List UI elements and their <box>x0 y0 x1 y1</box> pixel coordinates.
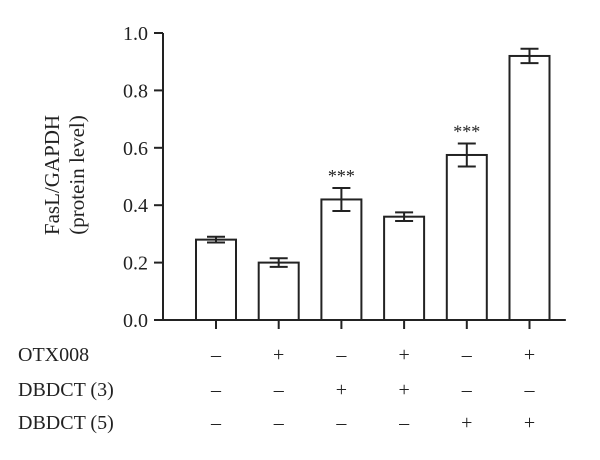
condition-value: – <box>273 379 285 401</box>
y-tick-label: 0.2 <box>123 253 148 275</box>
condition-value: + <box>461 412 472 434</box>
y-tick-label: 0.0 <box>123 310 148 332</box>
condition-value: – <box>335 412 347 434</box>
condition-value: – <box>461 379 473 401</box>
y-tick-label: 0.8 <box>123 80 148 102</box>
y-tick-label: 0.4 <box>123 195 148 217</box>
condition-label: DBDCT (3) <box>18 379 114 401</box>
y-axis-title: FasL/GAPDH <box>40 115 64 235</box>
bar <box>195 238 237 321</box>
condition-table: OTX008 – + – + – + DBDCT (3) – – + + – – DBDCT (5) – – – –… <box>18 344 536 434</box>
bar <box>257 261 300 322</box>
bar <box>320 198 363 322</box>
condition-value: – <box>210 379 222 401</box>
y-axis: 0.0 0.2 0.4 0.6 0.8 1.0 <box>123 23 566 332</box>
bar <box>508 54 551 322</box>
condition-value: – <box>398 412 410 434</box>
condition-label: DBDCT (5) <box>18 412 114 434</box>
bars: *** *** <box>195 47 551 329</box>
y-axis-subtitle: (protein level) <box>65 115 89 235</box>
condition-label: OTX008 <box>18 344 89 366</box>
condition-value: + <box>273 344 284 366</box>
bar <box>383 215 426 321</box>
condition-value: – <box>461 344 473 366</box>
condition-value: – <box>210 344 222 366</box>
bar <box>445 153 488 321</box>
condition-value: + <box>524 412 535 434</box>
condition-value: – <box>273 412 285 434</box>
significance-marker: *** <box>328 166 355 186</box>
condition-value: + <box>398 379 409 401</box>
y-tick-label: 0.6 <box>123 138 148 160</box>
condition-value: – <box>335 344 347 366</box>
significance-marker: *** <box>453 121 480 141</box>
condition-value: + <box>398 344 409 366</box>
condition-value: + <box>336 379 347 401</box>
condition-value: – <box>210 412 222 434</box>
condition-value: + <box>524 344 535 366</box>
condition-value: – <box>524 379 536 401</box>
y-tick-label: 1.0 <box>123 23 148 45</box>
